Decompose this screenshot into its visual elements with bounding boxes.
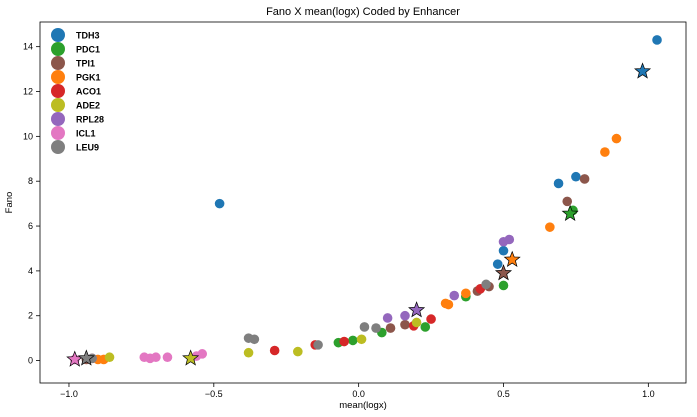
data-point xyxy=(197,349,208,359)
legend-marker xyxy=(51,70,65,84)
plot-frame xyxy=(39,21,687,384)
y-tick-label: 2 xyxy=(28,311,33,321)
data-point xyxy=(269,345,280,356)
data-point xyxy=(382,313,393,323)
legend-label: RPL28 xyxy=(76,115,104,125)
data-point xyxy=(151,352,161,363)
legend-item-icl1: ICL1 xyxy=(51,126,96,140)
data-point xyxy=(481,279,491,290)
data-point xyxy=(400,319,410,330)
series-tdh3 xyxy=(214,35,662,269)
data-point xyxy=(243,347,254,358)
y-tick-label: 10 xyxy=(23,131,33,141)
x-axis-label: mean(logx) xyxy=(339,400,387,411)
legend-marker xyxy=(51,84,65,98)
legend-label: PGK1 xyxy=(76,73,101,83)
data-point xyxy=(426,314,436,324)
x-tick-label: −1.0 xyxy=(60,389,78,399)
axes: −1.0 −0.5 0.0 0.5 1.0 0 2 4 6 8 10 12 14 xyxy=(23,42,655,399)
legend-item-tdh3: TDH3 xyxy=(51,28,100,42)
data-point xyxy=(498,245,509,256)
legend-item-pgk1: PGK1 xyxy=(51,70,101,84)
data-point xyxy=(652,35,662,45)
legend-label: ADE2 xyxy=(76,101,100,111)
legend-marker xyxy=(51,56,65,70)
data-point xyxy=(400,310,410,321)
data-point xyxy=(449,290,460,301)
legend-label: TDH3 xyxy=(76,31,100,41)
legend-item-aco1: ACO1 xyxy=(51,84,101,98)
legend-label: ICL1 xyxy=(76,129,96,139)
legend-marker xyxy=(51,42,65,56)
star-marker-pdc1 xyxy=(561,204,579,221)
legend-marker xyxy=(51,28,65,42)
star-marker-tpi1 xyxy=(494,264,513,281)
data-point xyxy=(611,133,622,144)
y-tick-label: 6 xyxy=(28,221,33,231)
star-marker-pgk1 xyxy=(503,250,521,267)
data-point xyxy=(579,174,590,184)
star-marker-tdh3 xyxy=(634,62,652,79)
legend-marker xyxy=(51,140,65,154)
data-point xyxy=(339,336,349,347)
data-point xyxy=(385,323,396,333)
series-pgk1 xyxy=(93,133,622,365)
legend-item-tpi1: TPI1 xyxy=(51,56,95,70)
data-point xyxy=(293,346,303,357)
series-tpi1 xyxy=(81,174,590,365)
star-marker-leu9 xyxy=(77,349,95,366)
chart-title: Fano X mean(logx) Coded by Enhancer xyxy=(266,6,460,18)
data-point xyxy=(162,352,173,363)
series-rpl28 xyxy=(382,234,515,323)
y-tick-label: 0 xyxy=(28,356,33,366)
data-point xyxy=(545,222,555,232)
data-point xyxy=(571,171,581,182)
x-tick-label: 0.5 xyxy=(497,389,510,399)
data-point xyxy=(504,234,515,245)
legend-item-pdc1: PDC1 xyxy=(51,42,100,56)
y-tick-label: 14 xyxy=(23,42,33,52)
star-marker-ade2 xyxy=(182,349,200,366)
legend: TDH3 PDC1 TPI1 PGK1 ACO1 ADE2 RPL28 ICL1 LEU9 xyxy=(51,28,104,154)
y-tick-label: 8 xyxy=(28,176,33,186)
data-point xyxy=(313,340,323,350)
y-axis-label: Fano xyxy=(4,192,15,214)
data-point xyxy=(411,317,422,328)
data-point xyxy=(249,334,260,345)
data-point xyxy=(562,196,573,207)
legend-item-ade2: ADE2 xyxy=(51,98,100,112)
x-tick-label: 0.0 xyxy=(352,389,365,399)
legend-marker xyxy=(51,98,65,112)
data-point xyxy=(356,334,367,345)
data-point xyxy=(461,288,471,299)
data-point xyxy=(443,299,454,310)
legend-label: ACO1 xyxy=(76,87,101,97)
data-point xyxy=(600,147,610,157)
data-point xyxy=(348,335,358,346)
legend-marker xyxy=(51,126,65,140)
x-tick-label: −0.5 xyxy=(205,389,223,399)
data-point xyxy=(371,323,381,333)
legend-label: LEU9 xyxy=(76,143,99,153)
data-point xyxy=(214,198,225,209)
series-pdc1 xyxy=(333,205,578,348)
y-tick-label: 4 xyxy=(28,266,33,276)
legend-marker xyxy=(51,112,65,126)
data-point xyxy=(359,322,370,332)
data-point xyxy=(492,259,503,269)
data-point xyxy=(498,280,509,291)
series-ade2 xyxy=(104,317,422,363)
x-tick-label: 1.0 xyxy=(642,389,655,399)
star-marker-rpl28 xyxy=(408,301,426,318)
data-point xyxy=(420,322,431,332)
legend-item-rpl28: RPL28 xyxy=(51,112,104,126)
plot-markers xyxy=(66,35,662,367)
legend-label: TPI1 xyxy=(76,59,95,69)
data-point xyxy=(553,178,564,189)
legend-item-leu9: LEU9 xyxy=(51,140,99,154)
legend-label: PDC1 xyxy=(76,45,100,55)
data-point xyxy=(104,352,115,363)
y-tick-label: 12 xyxy=(23,87,33,97)
